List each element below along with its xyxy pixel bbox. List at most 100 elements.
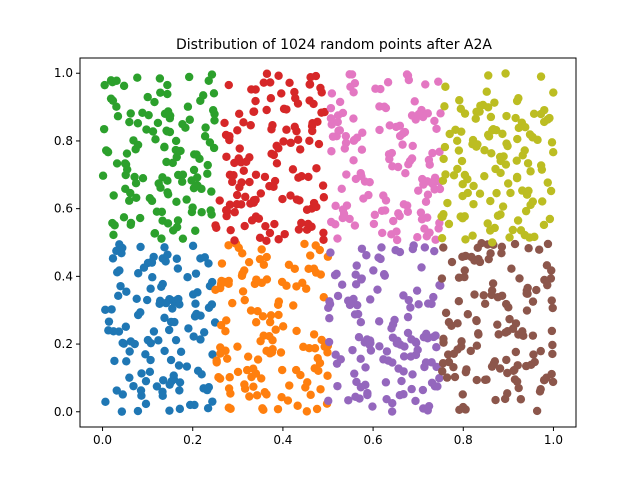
data-point bbox=[506, 188, 515, 198]
data-point bbox=[400, 342, 409, 351]
data-point bbox=[172, 197, 181, 206]
x-tick-label: 0.4 bbox=[273, 433, 292, 447]
data-point bbox=[528, 297, 538, 306]
data-point bbox=[482, 87, 491, 96]
data-point bbox=[536, 72, 546, 81]
data-point bbox=[357, 145, 367, 154]
data-point bbox=[208, 350, 217, 359]
data-point bbox=[514, 383, 523, 393]
data-point bbox=[201, 123, 210, 132]
data-point bbox=[293, 401, 302, 410]
data-point bbox=[293, 135, 303, 144]
data-point bbox=[121, 322, 131, 331]
data-point bbox=[377, 243, 386, 252]
data-point bbox=[100, 80, 109, 90]
data-point bbox=[178, 234, 188, 243]
data-point bbox=[302, 407, 312, 416]
data-point bbox=[480, 146, 489, 155]
data-point bbox=[176, 347, 186, 357]
data-point bbox=[437, 212, 446, 221]
data-point bbox=[265, 331, 274, 341]
data-point bbox=[345, 214, 354, 224]
data-point bbox=[496, 210, 505, 219]
data-point bbox=[423, 334, 432, 343]
data-point bbox=[188, 290, 198, 299]
data-point bbox=[225, 132, 234, 141]
data-point bbox=[260, 172, 270, 182]
data-point bbox=[421, 80, 430, 89]
data-point bbox=[431, 331, 440, 340]
data-point bbox=[357, 274, 366, 283]
data-point bbox=[352, 377, 361, 387]
data-point bbox=[154, 336, 163, 345]
data-point bbox=[295, 196, 304, 205]
data-point bbox=[233, 342, 242, 351]
data-point bbox=[309, 99, 318, 109]
data-point bbox=[306, 72, 315, 82]
data-point bbox=[495, 364, 505, 373]
data-point bbox=[315, 358, 325, 368]
data-point bbox=[460, 266, 469, 275]
data-point bbox=[485, 226, 495, 235]
data-point bbox=[393, 336, 402, 346]
data-point bbox=[148, 273, 157, 282]
data-point bbox=[366, 346, 376, 355]
data-point bbox=[129, 381, 138, 391]
data-point bbox=[389, 216, 398, 226]
data-point bbox=[423, 190, 433, 199]
data-point bbox=[116, 281, 125, 291]
data-point bbox=[368, 402, 377, 411]
data-point bbox=[420, 243, 430, 252]
data-point bbox=[333, 381, 342, 391]
data-point bbox=[253, 355, 263, 364]
data-point bbox=[516, 395, 526, 404]
data-point bbox=[462, 365, 471, 374]
data-point bbox=[361, 363, 370, 372]
data-point bbox=[225, 373, 234, 382]
data-point bbox=[549, 148, 558, 157]
data-point bbox=[170, 317, 179, 327]
data-point bbox=[262, 252, 271, 262]
data-point bbox=[319, 228, 328, 237]
data-point bbox=[490, 98, 499, 107]
data-point bbox=[121, 170, 130, 180]
data-point bbox=[138, 174, 148, 183]
data-point bbox=[417, 263, 426, 272]
data-point bbox=[461, 405, 470, 414]
data-point bbox=[234, 109, 244, 119]
data-point bbox=[143, 92, 152, 102]
data-point bbox=[208, 397, 217, 406]
data-point bbox=[441, 82, 450, 91]
data-point bbox=[267, 149, 276, 159]
data-point bbox=[417, 215, 427, 224]
data-point bbox=[174, 294, 183, 304]
data-point bbox=[159, 376, 168, 385]
data-point bbox=[200, 132, 210, 141]
data-point bbox=[480, 171, 489, 181]
data-point bbox=[407, 335, 416, 344]
y-axis: 0.0 0.2 0.4 0.6 0.8 1.0 bbox=[54, 66, 80, 419]
data-point bbox=[524, 186, 533, 195]
data-point bbox=[546, 186, 556, 196]
data-point bbox=[316, 385, 325, 394]
data-point bbox=[548, 340, 557, 350]
data-point bbox=[168, 304, 177, 313]
data-point bbox=[410, 97, 419, 106]
data-point bbox=[349, 88, 358, 97]
data-point bbox=[197, 370, 206, 379]
data-point bbox=[430, 116, 439, 126]
data-point bbox=[106, 94, 116, 103]
data-point bbox=[319, 193, 329, 202]
data-point bbox=[240, 380, 249, 389]
data-point bbox=[160, 243, 169, 252]
data-point bbox=[224, 80, 233, 90]
data-point bbox=[505, 233, 514, 242]
data-point bbox=[425, 160, 434, 169]
data-point bbox=[301, 284, 311, 293]
data-point bbox=[543, 239, 553, 249]
data-point bbox=[530, 357, 539, 367]
data-point bbox=[510, 239, 520, 249]
data-point bbox=[536, 384, 545, 394]
data-point bbox=[188, 241, 198, 251]
data-point bbox=[335, 97, 345, 107]
